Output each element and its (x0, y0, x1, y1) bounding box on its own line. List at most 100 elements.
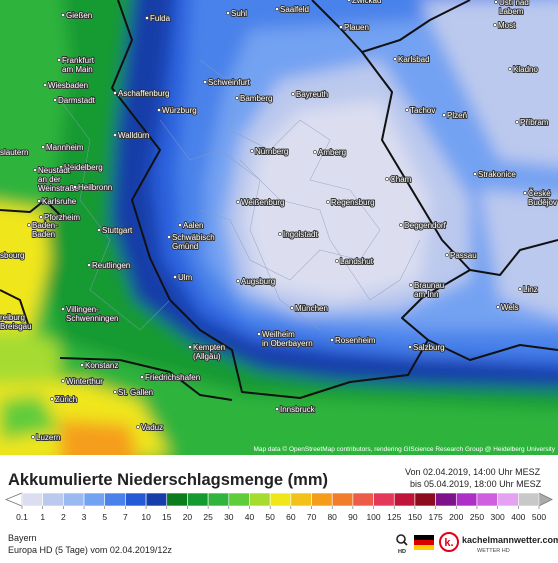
city-label: Strakonice (478, 170, 516, 179)
city-dot (494, 0, 498, 4)
scale-label: 300 (491, 512, 505, 522)
city-label: Aalen (183, 221, 203, 230)
scale-swatch (311, 492, 333, 507)
city-dot (173, 275, 177, 279)
district-borders (59, 59, 421, 331)
city-dot (59, 165, 63, 169)
city-label: slautern (0, 148, 28, 157)
city-label: Gießen (66, 11, 92, 20)
city-label: Weinstraße (38, 184, 79, 193)
region: Bayern (8, 533, 37, 543)
city-dot (291, 92, 295, 96)
scale-label: 1 (40, 512, 45, 522)
city-dot (226, 11, 230, 15)
city-label: Plzeň (447, 111, 467, 120)
city-dot (515, 120, 519, 124)
city-dot (335, 259, 339, 263)
city-label: Kladno (513, 65, 538, 74)
scale-label: 2 (61, 512, 66, 522)
city-label: Würzburg (162, 106, 197, 115)
scale-swatch (455, 492, 478, 507)
city-dot (275, 407, 279, 411)
city-label: Vaduz (141, 423, 163, 432)
scale-swatch (373, 492, 395, 507)
city-dot (113, 133, 117, 137)
hd-label: HD (398, 549, 406, 555)
city-dot (408, 345, 412, 349)
city-dot (140, 375, 144, 379)
city-dot (37, 199, 41, 203)
city-dot (473, 172, 477, 176)
city-dot (73, 185, 77, 189)
city-label: Luzern (36, 433, 60, 442)
city-dot (399, 223, 403, 227)
scale-swatch (269, 492, 292, 507)
city-label: Plauen (344, 23, 369, 32)
city-label: Fulda (150, 14, 171, 23)
city-label: Nürnberg (255, 147, 288, 156)
city-label: Karlsruhe (42, 197, 77, 206)
scale-swatch (476, 492, 498, 507)
city-dot (80, 363, 84, 367)
city-label: Tachov (410, 106, 435, 115)
city-dot (236, 200, 240, 204)
search-icon-handle (403, 541, 408, 546)
city-dot (409, 283, 413, 287)
city-label: Ulm (178, 273, 193, 282)
city-label: Baden (32, 230, 55, 239)
city-dot (330, 338, 334, 342)
scale-swatch (435, 492, 457, 507)
city-dot (278, 232, 282, 236)
city-dot (313, 150, 317, 154)
city-label: Breisgau (0, 322, 32, 331)
city-label: Karlsbad (398, 55, 430, 64)
city-label: České (528, 189, 551, 198)
city-label: reiburg (0, 313, 25, 322)
legend: Akkumulierte Niederschlagsmenge (mm) Von… (0, 455, 558, 558)
scale-label: 90 (348, 512, 358, 522)
precip-field (0, 0, 558, 455)
scale-label: 0.1 (16, 512, 28, 522)
city-label: Gmünd (172, 242, 198, 251)
city-label: Ingolstadt (283, 230, 318, 239)
scale-label: 30 (224, 512, 234, 522)
city-label: Kempten (193, 343, 225, 352)
city-dot (50, 397, 54, 401)
city-label: Zwickau (352, 0, 381, 5)
scale-label: 50 (265, 512, 275, 522)
city-label: Innsbruck (280, 405, 316, 414)
city-label: Walldürn (118, 131, 149, 140)
period-end: bis 05.04.2019, 18:00 Uhr MESZ (410, 479, 542, 489)
city-label: Villingen- (66, 305, 99, 314)
scale-label: 125 (387, 512, 401, 522)
city-label: Saalfeld (280, 5, 309, 14)
city-label: Regensburg (331, 198, 375, 207)
legend-title: Akkumulierte Niederschlagsmenge (mm) (8, 471, 328, 489)
scale-swatch (414, 492, 436, 507)
city-label: sbourg (0, 251, 24, 260)
city-label: Heidelberg (64, 163, 103, 172)
scale-swatch (21, 492, 43, 507)
city-dot (113, 390, 117, 394)
city-dot (33, 168, 37, 172)
scale-swatch (290, 492, 312, 507)
city-dot (136, 425, 140, 429)
city-label: Winterthur (66, 377, 103, 386)
flag-red (414, 540, 434, 545)
scale-label: 500 (532, 512, 546, 522)
city-dot (290, 306, 294, 310)
scale-swatch (331, 492, 354, 507)
city-dot (508, 67, 512, 71)
city-label: Ústí nad (499, 0, 529, 7)
city-dot (257, 332, 261, 336)
brand-sub: WETTER HD (477, 548, 510, 554)
city-label: Wiesbaden (48, 81, 88, 90)
city-label: St. Gallen (118, 388, 153, 397)
brand-icon (439, 532, 459, 552)
city-label: Linz (523, 285, 538, 294)
city-label: Frankfurt (62, 56, 95, 65)
scale-swatch (228, 492, 250, 507)
scale-swatch (518, 492, 540, 507)
